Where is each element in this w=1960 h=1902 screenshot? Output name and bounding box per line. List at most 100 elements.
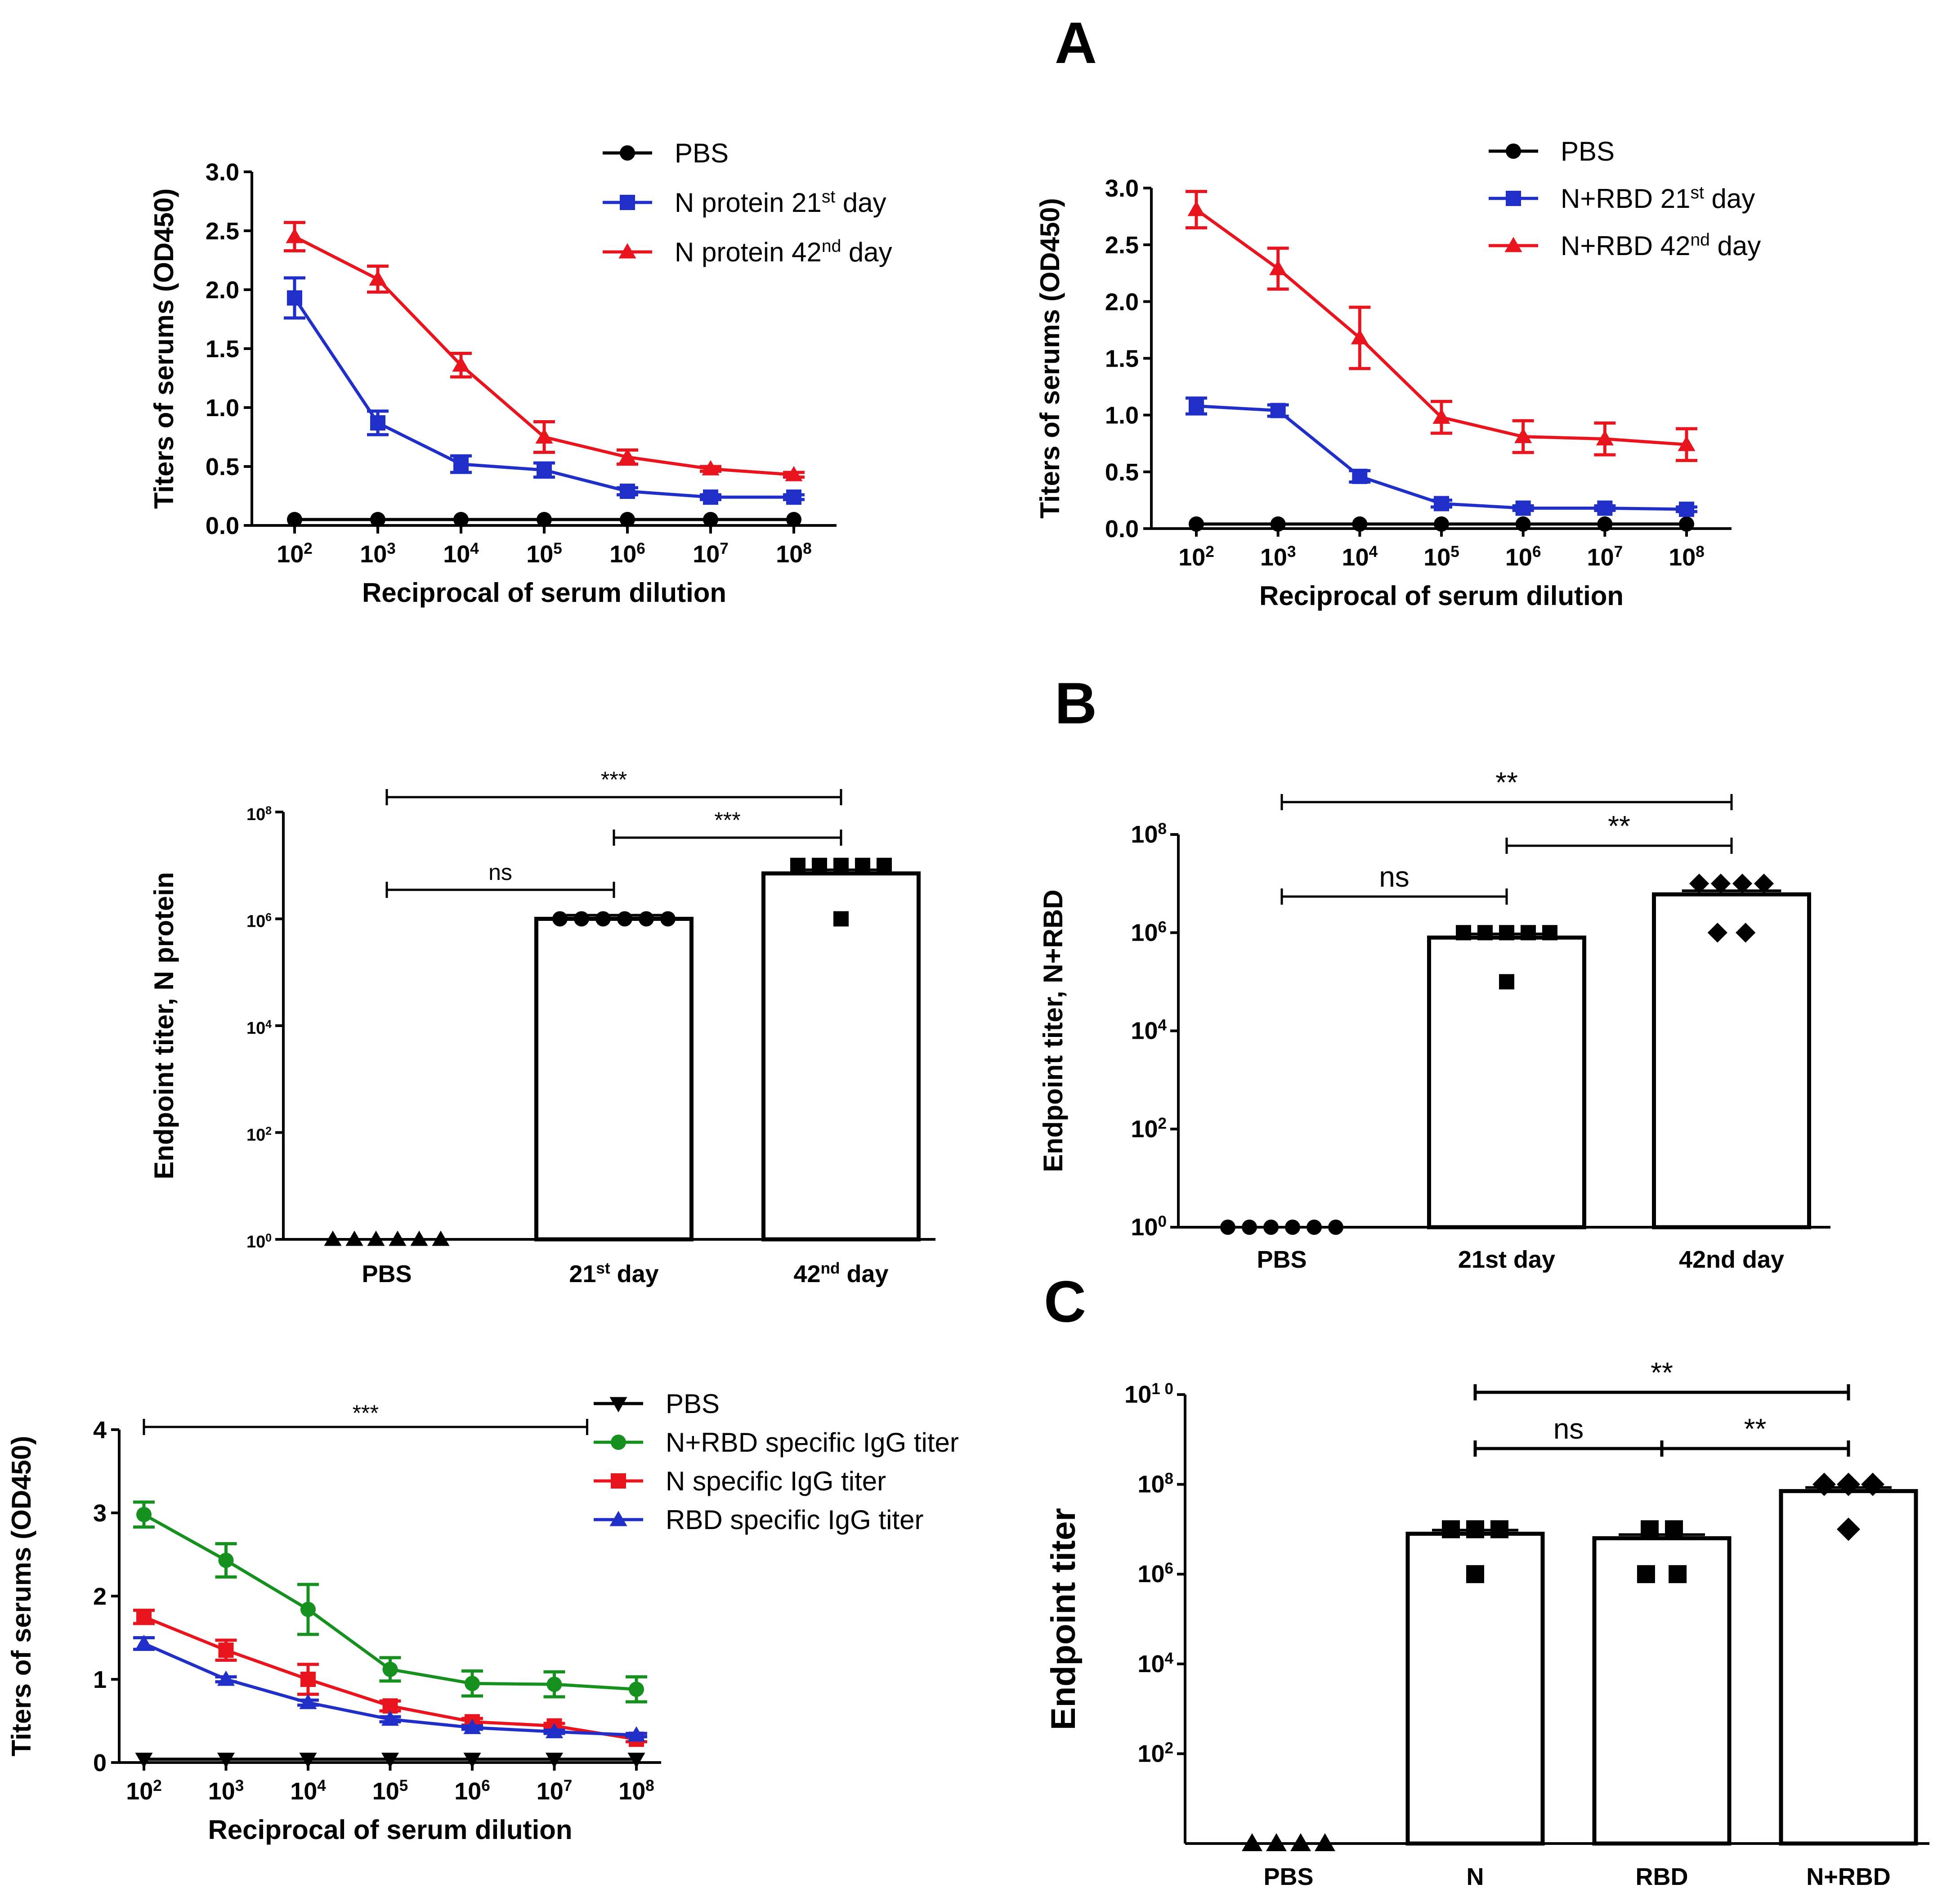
- y-tick-label: 1.0: [206, 395, 239, 422]
- data-point: [299, 1753, 317, 1768]
- data-point: [1290, 1833, 1311, 1851]
- y-tick-label: 108: [1131, 820, 1167, 848]
- bar: [1405, 1531, 1545, 1846]
- data-point: [812, 857, 827, 873]
- data-point: [1669, 1565, 1687, 1584]
- data-point: [1710, 874, 1731, 894]
- chart-A-right: 0.0 0.5 1.0 1.5 2.0 2.5 3.0 102 103 104 105 106 107 1…: [1035, 136, 1761, 611]
- data-point: [1434, 516, 1449, 532]
- legend-marker: [618, 243, 636, 259]
- data-point: [453, 456, 469, 472]
- data-point: [786, 489, 801, 505]
- series-triangle: [133, 1634, 647, 1742]
- significance-label: ns: [1379, 861, 1410, 893]
- chart-C-left: 0 1 2 3 4 102 103 104 105 106 107 108 Reciprocal of …: [6, 1389, 959, 1845]
- y-tick-label: 100: [246, 1232, 272, 1252]
- data-point: [382, 1661, 398, 1677]
- series-circle: [133, 1500, 647, 1704]
- data-point: [1499, 925, 1514, 941]
- significance-label: **: [1744, 1413, 1767, 1445]
- y-tick-label: 106: [246, 911, 272, 931]
- data-point: [855, 857, 870, 873]
- x-tick-label: 106: [609, 540, 645, 568]
- data-point: [1477, 925, 1493, 941]
- legend-label: N+RBD specific IgG titer: [666, 1427, 959, 1458]
- data-point: [1187, 201, 1205, 216]
- category-label: 21st day: [1458, 1246, 1555, 1273]
- legend-marker: [611, 1473, 626, 1489]
- data-point: [1242, 1220, 1257, 1235]
- x-tick-label: 102: [277, 540, 313, 568]
- significance-label: **: [1651, 1356, 1673, 1389]
- data-point: [1307, 1220, 1322, 1235]
- data-point: [1466, 1565, 1484, 1584]
- y-tick-label: 2: [93, 1583, 107, 1610]
- y-tick-label: 3.0: [1105, 175, 1139, 202]
- series-square: [1186, 396, 1697, 517]
- data-point: [299, 1694, 317, 1709]
- data-point: [1597, 500, 1613, 516]
- data-point: [389, 1230, 407, 1246]
- x-axis-label: Reciprocal of serum dilution: [208, 1815, 572, 1845]
- series-circle: [287, 511, 801, 527]
- data-point: [381, 1710, 399, 1726]
- data-point: [660, 911, 676, 927]
- data-point: [1732, 874, 1753, 894]
- data-point: [1707, 923, 1727, 943]
- data-point: [1270, 403, 1286, 418]
- data-point: [1812, 1472, 1836, 1496]
- x-tick-label: 104: [290, 1777, 326, 1805]
- data-point: [1315, 1833, 1335, 1851]
- y-tick-label: 100: [1131, 1213, 1167, 1241]
- data-point: [833, 857, 849, 873]
- data-point: [537, 462, 552, 478]
- y-tick-label: 1.5: [1105, 345, 1139, 372]
- bar: [761, 871, 921, 1242]
- bar: [534, 917, 694, 1242]
- data-point: [790, 857, 805, 873]
- data-point: [1189, 516, 1204, 532]
- y-tick-label: 104: [1137, 1649, 1173, 1678]
- x-tick-label: 103: [208, 1777, 244, 1805]
- panel-label-a: A: [1055, 10, 1097, 76]
- y-tick-label: 1: [93, 1666, 107, 1693]
- data-point: [286, 228, 304, 243]
- data-point: [786, 511, 801, 527]
- legend-label: N specific IgG titer: [666, 1466, 886, 1496]
- y-tick-label: 1.0: [1105, 402, 1139, 429]
- data-point: [218, 1642, 234, 1658]
- bar: [1779, 1489, 1918, 1846]
- x-tick-label: 105: [372, 1777, 408, 1805]
- x-tick-label: 106: [454, 1777, 490, 1805]
- data-point: [300, 1601, 316, 1617]
- bar: [1592, 1536, 1732, 1846]
- data-point: [217, 1670, 235, 1686]
- data-point: [135, 1634, 153, 1650]
- data-point: [535, 428, 553, 444]
- data-point: [1542, 925, 1557, 941]
- data-point: [620, 484, 635, 499]
- data-point: [1328, 1220, 1343, 1235]
- x-axis-label: Reciprocal of serum dilution: [362, 578, 726, 608]
- data-point: [370, 511, 385, 527]
- y-tick-label: 104: [246, 1018, 272, 1038]
- significance-label: **: [1495, 766, 1518, 798]
- data-point: [410, 1230, 428, 1246]
- data-point: [1641, 1520, 1659, 1539]
- significance-label: ***: [601, 767, 627, 792]
- y-tick-label: 0: [93, 1749, 107, 1776]
- x-tick-label: 107: [1587, 543, 1623, 571]
- y-axis-label: Titers of serums (OD450): [149, 188, 179, 509]
- legend-label: PBS: [666, 1389, 720, 1419]
- data-point: [1679, 502, 1694, 517]
- x-tick-label: 102: [1178, 543, 1214, 571]
- y-tick-label: 4: [93, 1417, 107, 1444]
- data-point: [1689, 874, 1709, 894]
- x-tick-label: 105: [526, 540, 562, 568]
- series-square: [284, 276, 805, 505]
- legend-label: N protein 21st day: [675, 187, 886, 218]
- legend-marker: [611, 1435, 626, 1450]
- data-point: [1189, 398, 1204, 414]
- data-point: [1515, 500, 1531, 516]
- legend-label: PBS: [1561, 136, 1615, 166]
